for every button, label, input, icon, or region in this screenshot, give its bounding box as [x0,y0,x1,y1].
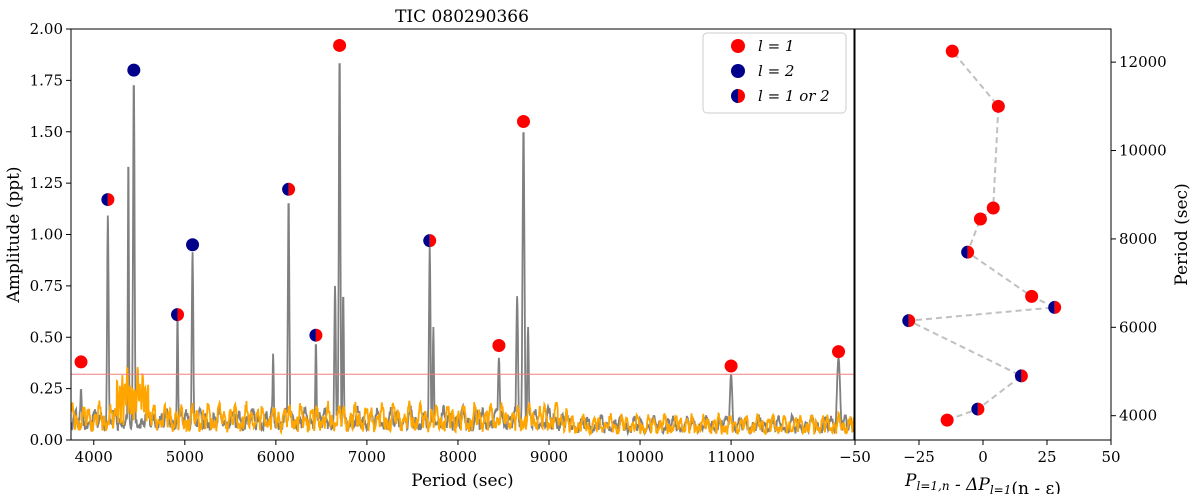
echelle-point [986,201,1000,215]
y-tick-label: 4000 [1119,407,1157,425]
x-tick-label: 9000 [530,448,568,466]
echelle-point [973,212,987,226]
echelle-connector-line [905,50,1059,422]
mode-marker [127,63,141,77]
mode-marker [282,182,296,196]
x-tick-label: 0 [978,448,988,466]
chart-title: TIC 080290366 [395,7,529,27]
mode-marker [309,328,323,342]
echelle-point [1025,289,1039,303]
x-tick-label: 4000 [75,448,113,466]
echelle-point [961,245,975,259]
echelle-point [1014,369,1028,383]
mode-marker [832,345,846,359]
x-tick-label: 8000 [439,448,477,466]
x-tick-label: 5000 [166,448,204,466]
x-axis-label: Period (sec) [411,471,513,491]
echelle-point [991,99,1005,113]
mode-marker [492,338,506,352]
mode-marker [101,193,115,207]
y-tick-label: 0.50 [30,328,63,346]
y-tick-label: 10000 [1119,142,1167,160]
echelle-point [945,44,959,58]
y-tick-label: 8000 [1119,230,1157,248]
mode-marker [171,308,185,322]
mode-marker [74,355,88,369]
plot-frame [854,28,1112,441]
x-tick-label: 50 [1101,448,1120,466]
periodogram-panel: 4000 5000 6000 7000 8000 9000 10000 11000 0.00 0.… [4,20,855,491]
x-tick-label: 25 [1037,448,1056,466]
mode-marker [423,234,437,248]
legend: l = 1 l = 2 l = 1 or 2 [702,32,847,114]
legend-marker [731,64,745,78]
y-tick-label: 1.25 [30,174,63,192]
mode-marker [333,38,347,52]
legend-label: l = 1 [758,37,794,55]
echelle-point [902,314,916,328]
legend-label: l = 1 or 2 [758,87,830,105]
mode-marker [517,114,531,128]
echelle-point [971,402,985,416]
y-tick-label: 12000 [1119,53,1167,71]
y-tick-label: 1.00 [30,226,63,244]
legend-label: l = 2 [758,62,794,80]
echelle-point [1048,300,1062,314]
y-axis-label: Period (sec) [1172,183,1192,285]
x-tick-label: 10000 [616,448,664,466]
y-tick-label: 2.00 [30,20,63,38]
x-tick-label: −50 [839,448,871,466]
x-tick-label: −25 [903,448,935,466]
echelle-panel: −50 −25 0 25 50 4000 6000 8000 10000 12000 Period … [839,28,1192,494]
y-tick-label: 0.25 [30,380,63,398]
y-tick-label: 6000 [1119,318,1157,336]
mode-marker [724,359,738,373]
x-tick-label: 7000 [348,448,386,466]
y-tick-label: 0.75 [30,277,63,295]
x-tick-label: 11000 [707,448,755,466]
residual-line [71,366,854,437]
echelle-point [940,413,954,427]
legend-marker [731,89,745,103]
y-tick-label: 1.75 [30,71,63,89]
mode-marker [186,238,200,252]
y-tick-label: 0.00 [30,431,63,449]
x-axis-label: Pl=1,n - ΔPl=1(n - ε) [904,471,1061,494]
y-axis-label: Amplitude (ppt) [4,166,24,303]
y-tick-label: 1.50 [30,123,63,141]
x-tick-label: 6000 [257,448,295,466]
legend-marker [731,39,745,53]
